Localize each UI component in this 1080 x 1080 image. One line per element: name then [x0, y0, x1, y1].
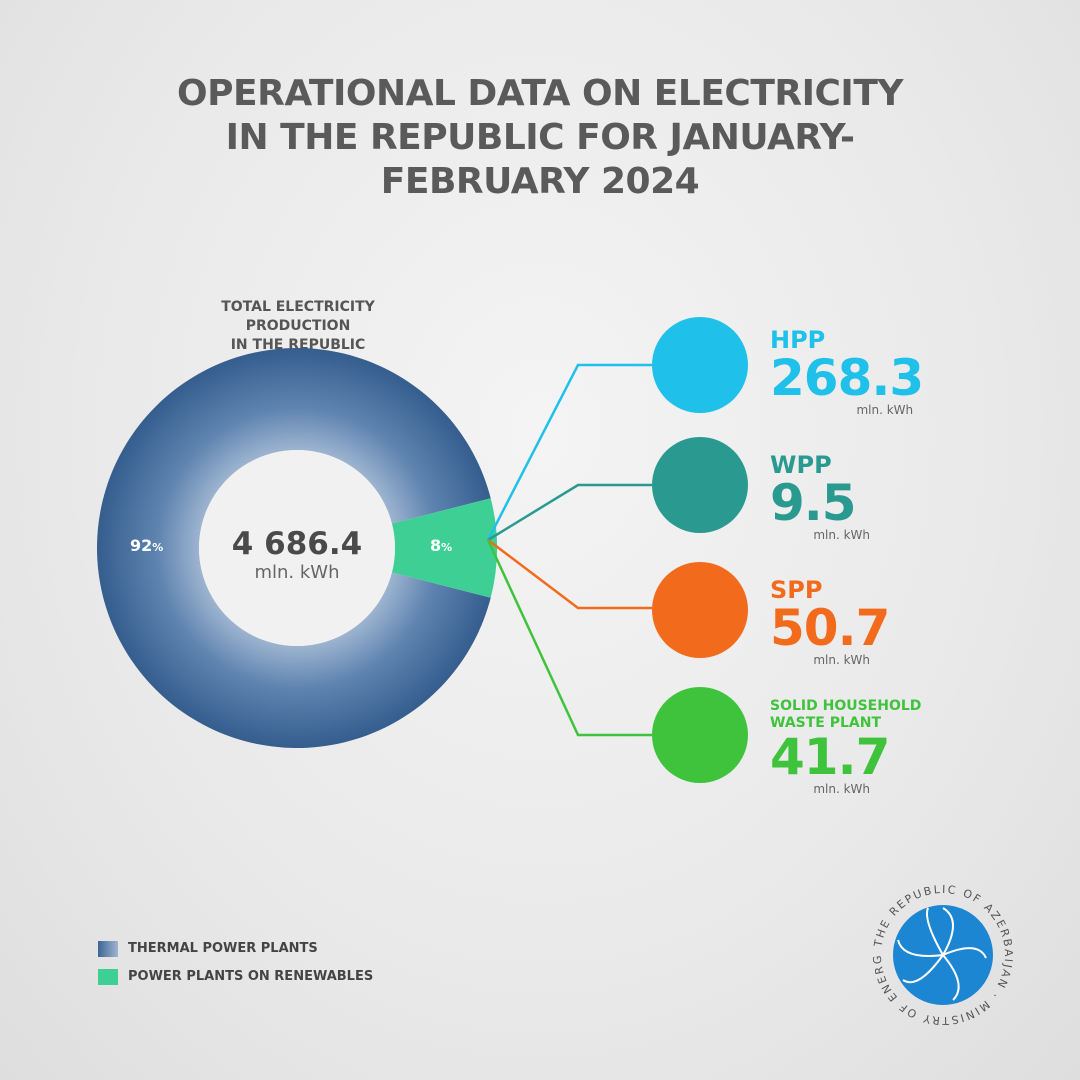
item-unit: mln. kWh — [813, 782, 870, 796]
chart-subtitle: TOTAL ELECTRICITY PRODUCTION IN THE REPU… — [168, 298, 428, 355]
total-unit: mln. kWh — [254, 562, 340, 583]
waste-plant-icon — [652, 687, 748, 783]
breakdown-item-waste: SOLID HOUSEHOLD WASTE PLANT 41.7 mln. kW… — [770, 698, 930, 796]
connector-waste — [486, 539, 652, 737]
item-label: SOLID HOUSEHOLD WASTE PLANT — [770, 698, 922, 731]
item-value: 50.7 — [770, 599, 890, 657]
subtitle-line: IN THE REPUBLIC — [230, 337, 366, 353]
title-line: IN THE REPUBLIC FOR JANUARY- — [225, 117, 855, 158]
item-unit: mln. kWh — [813, 653, 870, 667]
subtitle-line: TOTAL ELECTRICITY PRODUCTION — [221, 299, 375, 334]
solar-plant-icon — [652, 562, 748, 658]
item-label: HPP — [770, 326, 826, 354]
total-value: 4 686.4 — [231, 526, 363, 562]
item-value: 9.5 — [770, 474, 857, 532]
legend-item-renewables: POWER PLANTS ON RENEWABLES — [98, 966, 373, 985]
wind-plant-icon — [652, 437, 748, 533]
breakdown-item-hpp: HPP 268.3 mln. kWh — [770, 326, 924, 417]
item-label: SPP — [770, 576, 823, 604]
page-title: OPERATIONAL DATA ON ELECTRICITY IN THE R… — [0, 72, 1080, 204]
hydro-plant-icon — [652, 317, 748, 413]
legend-swatch — [98, 968, 118, 985]
item-unit: mln. kWh — [856, 403, 914, 417]
thermal-percent-label: 92% — [130, 536, 163, 555]
slice-thermal — [97, 348, 491, 748]
ministry-seal-logo: THE REPUBLIC OF AZERBAIJAN · MINISTRY OF… — [868, 880, 1013, 1027]
item-unit: mln. kWh — [813, 528, 870, 542]
title-line: FEBRUARY 2024 — [380, 161, 700, 202]
donut-hole — [199, 450, 395, 646]
item-value: 268.3 — [770, 349, 924, 407]
connector-wpp — [487, 483, 652, 542]
connector-hpp — [486, 363, 652, 541]
legend-item-thermal: THERMAL POWER PLANTS — [98, 938, 318, 957]
percent-value: 8 — [430, 536, 442, 555]
title-line: OPERATIONAL DATA ON ELECTRICITY — [177, 73, 903, 114]
renewables-percent-label: 8% — [430, 536, 452, 555]
legend-label: POWER PLANTS ON RENEWABLES — [128, 969, 374, 984]
legend-label: THERMAL POWER PLANTS — [128, 941, 318, 956]
legend-swatch — [98, 940, 118, 957]
item-value: 41.7 — [770, 728, 890, 786]
percent-value: 92 — [130, 536, 153, 555]
percent-sign: % — [152, 541, 164, 554]
percent-sign: % — [441, 541, 453, 554]
slice-renewables — [391, 498, 498, 598]
breakdown-item-wpp: WPP 9.5 mln. kWh — [770, 452, 880, 542]
connector-spp — [487, 539, 652, 610]
breakdown-item-spp: SPP 50.7 mln. kWh — [770, 576, 890, 667]
item-label: WPP — [770, 451, 832, 479]
